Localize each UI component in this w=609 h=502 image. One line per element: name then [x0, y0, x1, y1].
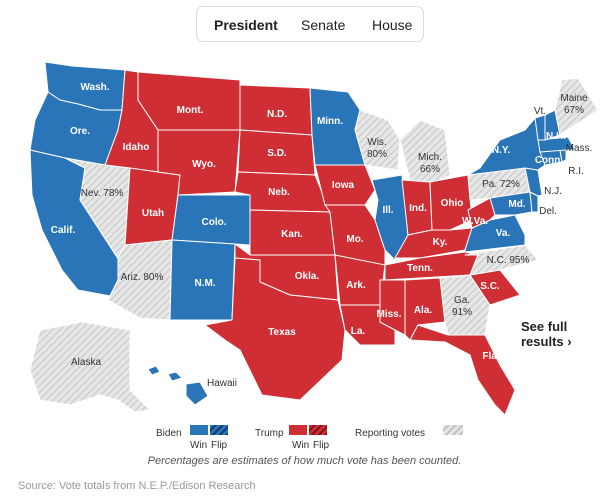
label-wis: Wis. 80% — [367, 137, 387, 160]
source-credit: Source: Vote totals from N.E.P./Edison R… — [18, 480, 256, 492]
state-utah[interactable] — [124, 167, 181, 246]
label-vt: Vt. — [534, 106, 546, 117]
label-ga: Ga. 91% — [452, 295, 472, 318]
label-calif: Calif. — [51, 225, 76, 236]
state-wva[interactable] — [467, 197, 496, 229]
map-note: Percentages are estimates of how much vo… — [147, 455, 462, 467]
legend-trump-flip-label: Flip — [313, 440, 330, 451]
label-nd: N.D. — [267, 109, 287, 120]
state-mich[interactable] — [399, 119, 451, 186]
label-tenn: Tenn. — [407, 263, 433, 274]
legend-trump-win-label: Win — [292, 440, 310, 451]
legend-biden-win-label: Win — [190, 440, 208, 451]
label-nj: N.J. — [544, 186, 562, 197]
label-ariz: Ariz. 80% — [121, 272, 164, 283]
legend-trump-flip-swatch — [309, 425, 327, 435]
legend-biden-label: Biden — [156, 428, 182, 439]
label-wva: W.Va. — [462, 216, 488, 227]
label-colo: Colo. — [202, 217, 227, 228]
label-la: La. — [351, 326, 366, 337]
label-wash: Wash. — [80, 82, 109, 93]
label-ark: Ark. — [346, 280, 366, 291]
label-nev: Nev. 78% — [81, 188, 124, 199]
label-kan: Kan. — [281, 229, 303, 240]
label-mo: Mo. — [346, 234, 363, 245]
state-mont[interactable] — [137, 71, 241, 131]
state-hawaii-c[interactable] — [185, 381, 209, 406]
legend-trump-label: Trump — [255, 428, 284, 439]
label-wyo: Wyo. — [192, 159, 216, 170]
tab-senate[interactable]: Senate — [301, 17, 346, 33]
label-okla: Okla. — [295, 271, 320, 282]
tab-house[interactable]: House — [372, 17, 413, 33]
label-conn: Conn. — [535, 155, 564, 166]
legend-biden-flip-swatch — [210, 425, 228, 435]
label-ore: Ore. — [70, 126, 90, 137]
label-idaho: Idaho — [123, 142, 150, 153]
legend-biden-flip-label: Flip — [211, 440, 228, 451]
label-sd: S.D. — [267, 148, 287, 159]
label-del: Del. — [539, 206, 557, 217]
label-va: Va. — [496, 228, 511, 239]
state-ohio[interactable] — [429, 174, 473, 231]
state-iowa[interactable] — [314, 164, 376, 206]
state-maine[interactable] — [554, 77, 599, 136]
state-fla[interactable] — [409, 324, 516, 416]
label-ri: R.I. — [568, 166, 584, 177]
legend-biden-win-swatch — [190, 425, 208, 435]
label-minn: Minn. — [317, 116, 343, 127]
legend-reporting-swatch — [443, 425, 463, 435]
label-alaska: Alaska — [71, 357, 101, 368]
race-tabs: President Senate House — [196, 6, 424, 42]
label-md: Md. — [508, 199, 525, 210]
legend-trump-win-swatch — [289, 425, 307, 435]
label-miss: Miss. — [376, 309, 401, 320]
label-mass: Mass. — [566, 143, 593, 154]
state-mass[interactable] — [537, 136, 576, 153]
state-hawaii-b[interactable] — [167, 371, 183, 382]
label-mont: Mont. — [177, 105, 204, 116]
label-ala: Ala. — [414, 305, 433, 316]
label-neb: Neb. — [268, 187, 290, 198]
label-pa: Pa. 72% — [482, 179, 520, 190]
state-texas[interactable] — [204, 257, 346, 401]
state-va[interactable] — [464, 214, 526, 253]
state-hawaii-a[interactable] — [147, 365, 161, 376]
tab-president[interactable]: President — [214, 17, 278, 33]
label-ind: Ind. — [409, 203, 427, 214]
label-hawaii: Hawaii — [207, 378, 237, 389]
state-miss[interactable] — [379, 279, 406, 336]
state-alaska[interactable] — [29, 321, 151, 413]
label-ill: Ill. — [382, 205, 393, 216]
label-nc: N.C. 95% — [487, 255, 530, 266]
legend-reporting-label: Reporting votes — [355, 428, 426, 439]
label-iowa: Iowa — [332, 180, 355, 191]
label-fla: Fla. — [482, 351, 499, 362]
label-nh: N.H. — [546, 131, 566, 142]
label-utah: Utah — [142, 208, 164, 219]
see-full-results-link[interactable]: See full results › — [521, 319, 572, 349]
label-maine: Maine 67% — [560, 93, 588, 116]
label-ky: Ky. — [433, 237, 448, 248]
state-md[interactable] — [489, 191, 533, 216]
label-sc: S.C. — [480, 281, 500, 292]
label-texas: Texas — [268, 327, 296, 338]
label-ohio: Ohio — [441, 198, 464, 209]
label-mich: Mich. 66% — [418, 152, 442, 175]
label-nm: N.M. — [194, 278, 215, 289]
label-ny: N.Y. — [492, 145, 511, 156]
